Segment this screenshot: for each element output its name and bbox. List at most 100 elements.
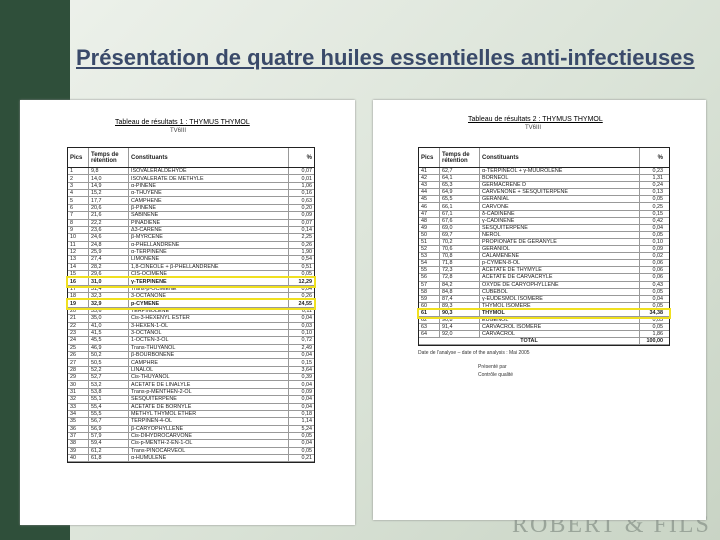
table-cell: 3-OCTANOL [129, 329, 289, 337]
table-cell: 87,4 [440, 295, 480, 302]
table-cell: 0,06 [652, 274, 664, 281]
table-row: 4 15,2 α-THUYENE 0,16 [68, 190, 314, 198]
table-cell: 51 [419, 238, 440, 246]
table-row: 9 23,6 Δ3-CARENE 0,14 [68, 226, 314, 235]
table-cell: CARVACROL ISOMERE [480, 324, 640, 331]
table-cell: 16 [68, 278, 89, 285]
table-row: 7 21,6 SABINENE 0,09 [68, 212, 314, 220]
table-cell: 66,1 [440, 203, 480, 210]
table-cell: GERMACRENE D [480, 182, 640, 189]
table-cell: CAMPHRE [129, 359, 289, 366]
total-row: TOTAL 100,00 [419, 338, 669, 346]
table-cell: 10 [68, 234, 89, 241]
table-cell: 1,86 [652, 331, 664, 338]
table-cell: 4 [68, 190, 89, 197]
table-row: 51 70,2 PROPIONATE DE GERANYLE 0,10 [419, 238, 669, 247]
table-cell: 15 [68, 271, 89, 278]
table-cell: 27 [68, 359, 89, 366]
table-cell: 63 [419, 324, 440, 331]
table-cell: 19 [68, 300, 89, 307]
table-cell: 59 [419, 295, 440, 302]
table-cell: 1,06 [301, 182, 313, 189]
table-cell: 84,2 [440, 281, 480, 288]
table-cell: γ-TERPINENE [129, 278, 289, 285]
table-cell: 0,20 [301, 204, 313, 211]
table-cell: 91,4 [440, 324, 480, 331]
table-cell: 7 [68, 212, 89, 219]
table-row: 50 69,7 NEROL 0,05 [419, 231, 669, 239]
table-cell: 2,49 [301, 344, 313, 351]
table-cell: 0,25 [652, 203, 664, 210]
table-cell: 25 [68, 344, 89, 351]
table-cell: 22 [68, 322, 89, 329]
table-cell: SABINENE [129, 212, 289, 219]
table-cell: 2,25 [301, 234, 313, 241]
scan-2: Tableau de résultats 2 : THYMUS THYMOL T… [373, 100, 706, 520]
table-cell: 0,04 [301, 381, 313, 388]
table-cell: 38 [68, 440, 89, 447]
table-cell: p-CYMENE [129, 300, 289, 307]
table-cell: 48 [419, 217, 440, 224]
table-cell: 53 [419, 253, 440, 260]
table-cell: 0,07 [301, 219, 313, 226]
table-cell: Trans-THUYANOL [129, 344, 289, 351]
table-cell: 32,9 [89, 300, 129, 307]
table-cell: 24,6 [89, 234, 129, 241]
table-cell: 1-OCTEN-3-OL [129, 337, 289, 344]
table-cell: 64 [419, 331, 440, 338]
table-cell: 15,2 [89, 190, 129, 197]
table-cell: 46,9 [89, 344, 129, 351]
table-row: 43 65,3 GERMACRENE D 0,24 [419, 182, 669, 190]
header-cell: Temps de rétention [440, 148, 480, 167]
table-caption: Tableau de résultats 1 : THYMUS THYMOL [115, 119, 250, 126]
table-cell: 0,24 [652, 182, 664, 189]
table-cell: 0,10 [301, 330, 313, 337]
table-row: 64 92,0 CARVACROL 1,86 [419, 331, 669, 339]
table-row: 19 32,9 p-CYMENE 24,55 [66, 298, 316, 310]
table-cell: 23,6 [89, 226, 129, 234]
table-cell: Trans-PINOCARVEOL [129, 447, 289, 455]
table-row: 16 31,0 γ-TERPINENE 12,29 [66, 276, 316, 288]
table-cell: 39 [68, 447, 89, 455]
table-cell: β-PINENE [129, 204, 289, 212]
table-cell: PINADIENE [129, 219, 289, 226]
table-cell: OXYDE DE CARYOPHYLLENE [480, 281, 640, 288]
table: Pics Temps de rétention Constituants% 41 62,… [417, 147, 671, 347]
table-cell: TERPINOLENE [129, 307, 289, 315]
table-row: 36 56,9 β-CARYOPHYLLENE 5,24 [68, 425, 314, 433]
table-cell: 52,7 [89, 374, 129, 381]
table-cell: 18 [68, 293, 89, 300]
table-cell: 72,3 [440, 267, 480, 274]
table-cell: 1,31 [652, 175, 664, 182]
table-cell: 8 [68, 219, 89, 226]
table-cell: 70,8 [440, 253, 480, 260]
table-cell: LIMONENE [129, 256, 289, 263]
table-cell: GERANIAL [480, 196, 640, 203]
table-cell: 0,05 [652, 288, 664, 295]
table-cell: 22,2 [89, 219, 129, 226]
table-cell: ACETATE DE CARVACRYLE [480, 274, 640, 281]
table-cell: 89,3 [440, 302, 480, 309]
table-cell: 13 [68, 256, 89, 263]
table-cell: GERANIOL [480, 246, 640, 253]
table-cell: CAMPHENE [129, 197, 289, 204]
table-cell: 3,64 [301, 366, 313, 373]
table-row: 8 22,2 PINADIENE 0,07 [68, 219, 314, 227]
table-cell: 49 [419, 224, 440, 231]
table-row: 35 56,7 TERPINEN-4-OL 1,14 [68, 418, 314, 426]
table-cell: 0,14 [301, 227, 313, 234]
table-cell: 28,2 [89, 263, 129, 271]
table-cell: 31,0 [89, 278, 129, 285]
table-cell: 64,9 [440, 189, 480, 196]
table-cell: 0,02 [652, 253, 664, 260]
table-cell: 0,06 [652, 260, 664, 267]
table-cell: 92,0 [440, 331, 480, 338]
table-cell: 35 [68, 418, 89, 425]
table-row: 34 55,5 METHYL THYMOL ETHER 0,18 [68, 410, 314, 419]
table-cell: Δ3-CARENE [129, 226, 289, 234]
table-cell: 37 [68, 432, 89, 440]
table-row: 13 27,4 LIMONENE 0,54 [68, 256, 314, 264]
header-cell: Pics [419, 148, 440, 167]
table-cell: 0,05 [652, 196, 664, 203]
table-cell: CARVONE [480, 203, 640, 210]
